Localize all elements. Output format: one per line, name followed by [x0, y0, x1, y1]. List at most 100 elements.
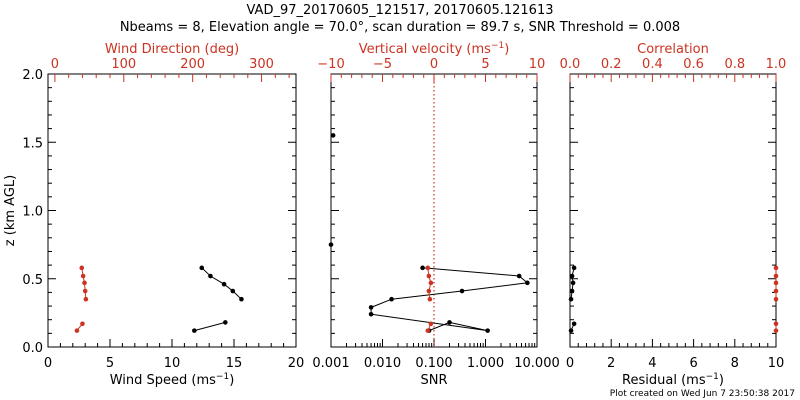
- y-axis-label: z (km AGL): [3, 175, 18, 246]
- x-bottom-tick-label: 2: [607, 356, 615, 371]
- x-top-tick-label: 0.8: [724, 57, 745, 72]
- data-point: [82, 288, 88, 294]
- series-wind-speed: [192, 265, 244, 333]
- panel-residual: 0 2 4 6 8 10 Residual (ms−1) 0.0 0.2 0.4 0.6 0.8 1.0…: [560, 42, 787, 388]
- series-line: [194, 321, 226, 332]
- x-top-tick-label: 300: [249, 57, 274, 72]
- x-top-tick-label: 0: [430, 57, 438, 72]
- y-tick-label: 0.5: [22, 273, 43, 288]
- plot-frame: [47, 73, 297, 348]
- data-point: [525, 280, 530, 286]
- data-point: [223, 320, 228, 325]
- data-point: [568, 328, 574, 333]
- series-line: [201, 267, 242, 300]
- data-point: [447, 320, 452, 325]
- data-point: [368, 305, 374, 310]
- data-point: [773, 280, 779, 286]
- data-point: [773, 321, 779, 327]
- x-top-axis-label: Wind Direction (deg): [105, 42, 239, 57]
- x-bottom-tick-label: 15: [226, 356, 243, 371]
- data-point: [773, 265, 779, 271]
- x-bottom-tick-label: 10: [768, 356, 785, 371]
- data-point: [428, 321, 434, 327]
- x-top-tick-label: 10: [529, 57, 546, 72]
- x-top-tick-label: 0.4: [642, 57, 663, 72]
- x-bottom-tick-label: 1.000: [467, 356, 504, 371]
- x-top-tick-label: 0.0: [560, 57, 581, 72]
- x-bottom-tick-label: 10.000: [514, 356, 560, 371]
- x-bottom-tick-label: 0.001: [312, 356, 349, 371]
- series-residual: [568, 265, 577, 333]
- data-point: [428, 280, 434, 286]
- series-wind-direction: [74, 265, 89, 333]
- data-point: [330, 133, 336, 138]
- data-point: [420, 265, 425, 271]
- data-point: [485, 328, 490, 333]
- x-bottom-tick-label: 8: [731, 356, 739, 371]
- data-point: [208, 273, 213, 279]
- y-tick-label: 1.0: [22, 205, 43, 220]
- data-point: [570, 280, 576, 286]
- series-correlation: [773, 265, 779, 333]
- data-point: [80, 321, 85, 327]
- figure-subtitle: Nbeams = 8, Elevation angle = 70.0°, sca…: [120, 20, 680, 35]
- x-bottom-tick-label: 0: [44, 356, 52, 371]
- data-point: [426, 273, 432, 279]
- data-point: [571, 321, 577, 327]
- data-point: [79, 265, 85, 271]
- y-tick-label: 1.5: [22, 136, 43, 151]
- data-point: [568, 296, 574, 302]
- data-point: [80, 273, 86, 279]
- data-point: [230, 288, 236, 294]
- series-snr: [328, 133, 530, 333]
- data-point: [221, 281, 227, 287]
- y-tick-label: 2.0: [22, 68, 43, 83]
- x-bottom-axis-label: SNR: [420, 373, 447, 388]
- x-top-tick-label: 0.2: [601, 57, 622, 72]
- x-bottom-tick-label: 0.100: [415, 356, 452, 371]
- data-point: [82, 280, 87, 286]
- y-tick-label: 0.0: [22, 341, 43, 356]
- x-top-tick-label: −10: [317, 57, 344, 72]
- x-bottom-tick-label: 4: [648, 356, 656, 371]
- data-point: [516, 273, 522, 279]
- panel-wind: 0.0 0.5 1.0 1.5 2.0 z (km AGL) 0 5 10 15 20 Wind Sp…: [3, 42, 304, 388]
- x-top-axis-label: Correlation: [637, 42, 709, 57]
- x-top-tick-label: 200: [180, 57, 205, 72]
- x-top-tick-label: 100: [111, 57, 136, 72]
- data-point: [773, 273, 779, 279]
- x-bottom-tick-label: 0.010: [364, 356, 401, 371]
- data-point: [426, 288, 432, 294]
- data-point: [425, 265, 431, 271]
- x-bottom-tick-label: 0: [566, 356, 574, 371]
- x-bottom-tick-label: 10: [164, 356, 181, 371]
- data-point: [83, 296, 89, 302]
- data-point: [571, 265, 577, 271]
- data-point: [192, 328, 197, 333]
- data-point: [425, 328, 431, 333]
- series-line: [370, 267, 529, 332]
- data-point: [569, 288, 575, 294]
- x-bottom-axis-label: Wind Speed (ms−1): [110, 372, 235, 388]
- x-bottom-tick-label: 5: [106, 356, 114, 371]
- x-top-tick-label: 5: [481, 57, 489, 72]
- panel-snr: 0.001 0.010 0.100 1.000 10.000 SNR −10 −5 0 5 10 Ve…: [312, 41, 559, 388]
- x-bottom-tick-label: 6: [689, 356, 697, 371]
- data-point: [74, 328, 80, 333]
- series-vertical-velocity: [425, 265, 434, 333]
- data-point: [569, 273, 575, 279]
- data-point: [368, 311, 374, 317]
- plot-footer: Plot created on Wed Jun 7 23:50:38 2017: [610, 389, 795, 399]
- data-point: [427, 296, 433, 302]
- x-top-axis-label: Vertical velocity (ms−1): [359, 41, 510, 57]
- data-point: [199, 265, 205, 271]
- x-top-tick-label: 0.6: [683, 57, 704, 72]
- data-point: [773, 296, 779, 302]
- x-top-tick-label: 0: [51, 57, 59, 72]
- figure-title: VAD_97_20170605_121517, 20170605.121613: [247, 3, 554, 18]
- data-point: [389, 296, 394, 302]
- data-point: [459, 288, 465, 294]
- data-point: [328, 242, 334, 247]
